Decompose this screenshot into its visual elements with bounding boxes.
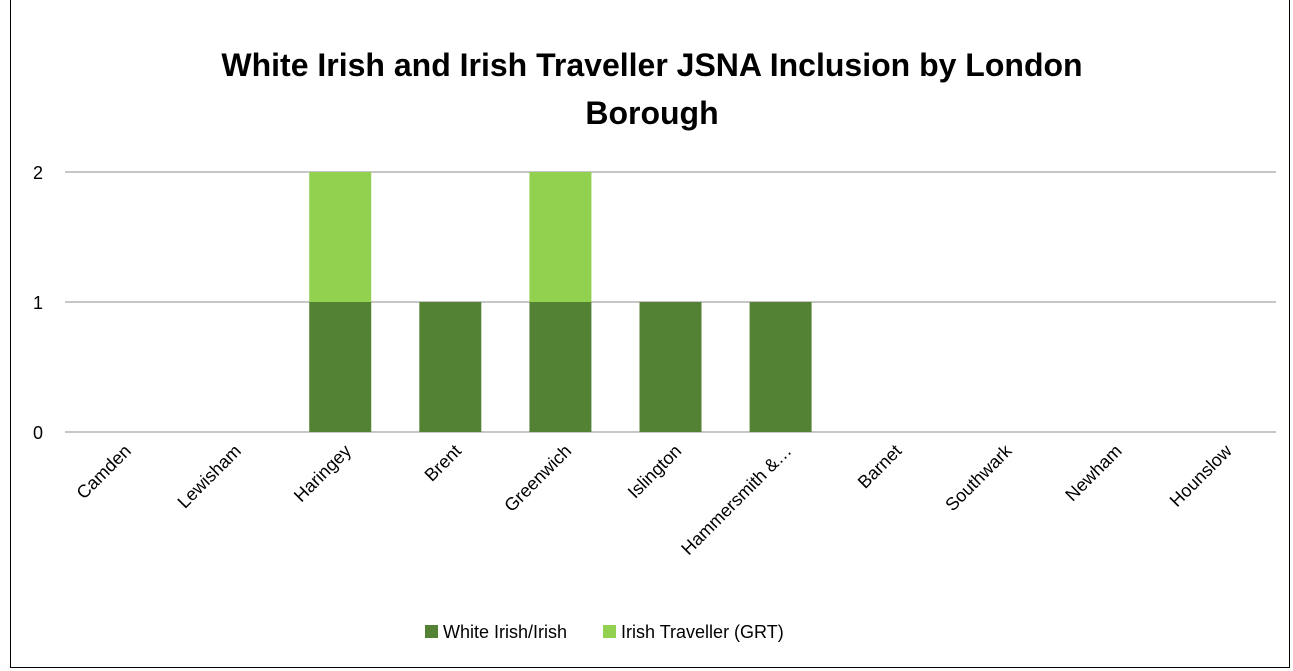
x-axis-ticks: Camden Lewisham Haringey Brent Greenwich Isli… <box>73 440 1237 559</box>
bar-segment <box>309 172 372 302</box>
chart-title-line-2: Borough <box>585 95 718 131</box>
y-tick-label: 0 <box>33 423 43 443</box>
y-tick-label: 1 <box>33 293 43 313</box>
x-tick-label: Southwark <box>941 440 1016 515</box>
bar-segment <box>419 302 482 432</box>
legend-label: Irish Traveller (GRT) <box>621 622 784 642</box>
legend-swatch <box>425 625 438 638</box>
x-tick-label: Hounslow <box>1166 440 1237 511</box>
x-tick-label: Lewisham <box>174 441 245 512</box>
bar-segment <box>529 302 592 432</box>
y-tick-label: 2 <box>33 163 43 183</box>
x-tick-label: Greenwich <box>500 441 575 516</box>
bar-segment <box>749 302 812 432</box>
bar-segment <box>309 302 372 432</box>
legend: White Irish/Irish Irish Traveller (GRT) <box>425 622 784 642</box>
x-tick-label: Hammersmith &… <box>677 441 795 559</box>
x-tick-label: Barnet <box>854 441 906 493</box>
x-tick-label: Islington <box>624 441 686 503</box>
chart-title-line-1: White Irish and Irish Traveller JSNA Inc… <box>221 47 1082 83</box>
chart-title: White Irish and Irish Traveller JSNA Inc… <box>221 47 1082 131</box>
x-tick-label: Newham <box>1061 441 1125 505</box>
bar-segment <box>639 302 702 432</box>
x-tick-label: Haringey <box>290 441 355 506</box>
bars <box>309 172 812 432</box>
legend-label: White Irish/Irish <box>443 622 567 642</box>
y-axis-ticks: 0 1 2 <box>33 163 43 443</box>
bar-segment <box>529 172 592 302</box>
x-tick-label: Camden <box>73 441 135 503</box>
x-tick-label: Brent <box>421 441 466 486</box>
chart-frame <box>10 0 1290 668</box>
legend-swatch <box>603 625 617 638</box>
